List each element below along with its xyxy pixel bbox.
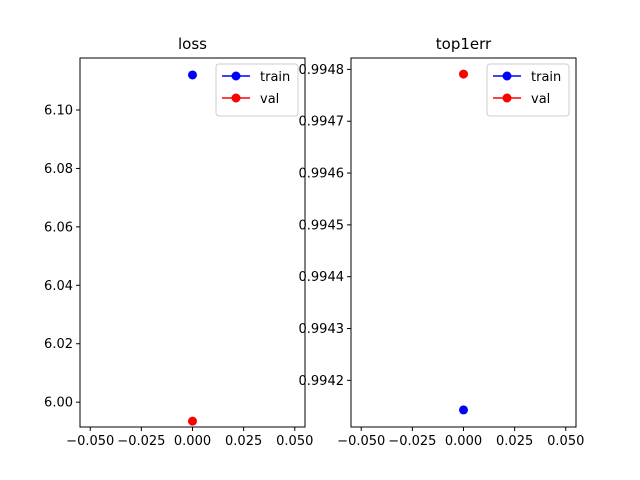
legend-marker-val: [502, 93, 512, 103]
legend-label-val: val: [260, 92, 279, 107]
subplot-loss: loss −0.050 −0.025 0.000 0.025 0.050 6.00 6.02 6…: [44, 35, 313, 449]
x-tick-label: 0.025: [225, 434, 262, 449]
y-tick-label: 0.9946: [299, 167, 345, 182]
y-tick-label: 6.02: [44, 337, 73, 352]
x-tick-label: −0.050: [337, 434, 385, 449]
x-tick-label: 0.000: [445, 434, 482, 449]
y-tick-label: 0.9945: [299, 218, 345, 233]
legend-marker-train: [502, 71, 512, 81]
y-tick-label: 0.9944: [299, 270, 345, 285]
y-tick-label: 6.04: [44, 279, 73, 294]
x-tick-label: −0.025: [388, 434, 436, 449]
x-tick-label: −0.050: [66, 434, 114, 449]
legend-marker-val: [231, 93, 241, 103]
data-point-train: [188, 70, 197, 80]
axes-frame: [79, 57, 306, 428]
subplots: loss−0.050 −0.025 0.000 0.025 0.0506.006.026…: [44, 35, 584, 449]
data-point-val: [188, 416, 197, 426]
axes-frame: [350, 57, 577, 428]
chart-title: loss: [178, 35, 207, 53]
x-tick-label: 0.025: [496, 434, 533, 449]
y-tick-label: 0.9948: [299, 63, 345, 78]
y-tick-label: 6.06: [44, 220, 73, 235]
y-tick-label: 6.00: [44, 396, 73, 411]
x-tick-label: 0.050: [276, 434, 313, 449]
y-tick-label: 0.9943: [299, 322, 345, 337]
y-tick-label: 0.9947: [299, 115, 345, 130]
legend-label-val: val: [531, 92, 550, 107]
x-tick-label: 0.000: [174, 434, 211, 449]
legend-label-train: train: [531, 70, 561, 85]
legend: train val: [215, 63, 299, 117]
y-tick-label: 6.08: [44, 162, 73, 177]
x-tick-label: −0.025: [117, 434, 165, 449]
y-tick-label: 6.10: [44, 104, 73, 119]
legend: train val: [486, 63, 570, 117]
data-point-val: [459, 69, 468, 79]
x-tick-label: 0.050: [547, 434, 584, 449]
legend-marker-train: [231, 71, 241, 81]
chart-title: top1err: [436, 35, 492, 53]
y-tick-label: 0.9942: [299, 374, 345, 389]
legend-label-train: train: [260, 70, 290, 85]
subplot-top1err: top1err −0.050 −0.025 0.000 0.025 0.050 0.9942…: [299, 35, 585, 449]
data-point-train: [459, 405, 468, 415]
